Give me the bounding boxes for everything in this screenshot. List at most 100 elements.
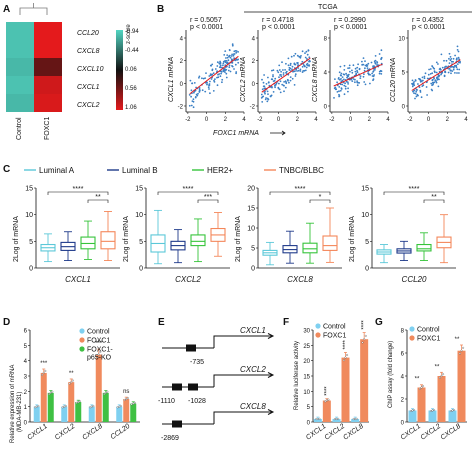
scatter-point (449, 59, 452, 62)
regression-line (411, 59, 461, 91)
replicate-dot (34, 406, 37, 409)
zscore-tick: -0.94 (125, 29, 139, 35)
replicate-dot (346, 354, 349, 356)
panel-f-ylabel: Relative luciferase activity (294, 341, 300, 410)
scatter-point (237, 51, 240, 53)
scatter-point (372, 79, 374, 82)
scatter-point (206, 82, 209, 84)
scatter-point (211, 63, 214, 66)
heatmap-gene-label: CXCL2 (77, 102, 100, 109)
scatter-point (229, 70, 232, 73)
box-iqr (302, 242, 318, 254)
scatter-point (208, 88, 210, 90)
replicate-dot (106, 390, 109, 393)
bar-category-label: CXCL8 (81, 423, 104, 442)
scatter-x-tick-label: 4 (464, 117, 468, 123)
scatter-point (433, 77, 435, 80)
scatter-point (198, 90, 201, 93)
scatter-point (272, 74, 274, 76)
scatter-point (414, 92, 417, 95)
xlabel-arrow-icon (270, 130, 286, 136)
correlation-r: r = 0.4352 (412, 17, 444, 24)
scatter-point (211, 73, 214, 76)
scatter-point (333, 97, 335, 99)
scatter-point (343, 93, 346, 96)
bar (130, 403, 137, 422)
scatter-point (219, 64, 222, 67)
scatter-y-tick-label: 4 (324, 71, 328, 77)
scatter-point (208, 84, 211, 87)
scatter-point (273, 79, 276, 82)
scatter-point (195, 86, 198, 89)
scatter-point (191, 100, 194, 102)
binding-site (172, 420, 182, 428)
boxplot-y-tick-label: 5 (251, 246, 255, 253)
scatter-x-tick-label: 2 (446, 117, 450, 123)
bar (95, 354, 102, 422)
scatter-point (340, 72, 343, 75)
scatter-point (374, 55, 377, 57)
scatter-point (456, 45, 459, 48)
panel-letter-b: B (157, 4, 164, 15)
scatter-point (220, 70, 223, 73)
correlation-p: p < 0.0001 (334, 24, 367, 31)
scatter-point (380, 56, 383, 59)
scatter-point (364, 60, 366, 62)
scatter-point (193, 82, 196, 84)
scatter-point (271, 69, 273, 72)
significance-bracket (197, 199, 219, 203)
scatter-point (452, 68, 455, 71)
replicate-dot (354, 417, 357, 420)
scatter-point (347, 75, 350, 77)
boxplot-y-tick-label: 10 (247, 226, 255, 233)
scatter-x-tick-label: 4 (314, 117, 318, 123)
scatter-point (222, 64, 224, 67)
scatter-point (235, 71, 238, 73)
significance-bracket (269, 191, 331, 195)
scatter-point (192, 98, 195, 101)
bar-y-tick-label: 8 (401, 329, 405, 335)
scatter-point (417, 83, 419, 85)
scatter-point (260, 97, 263, 99)
binding-site (188, 383, 198, 391)
significance-label: **** (324, 386, 330, 396)
bar-y-tick-label: 15 (303, 375, 310, 381)
scatter-point (298, 55, 301, 58)
significance-label: ** (415, 377, 420, 383)
scatter-x-tick-label: 2 (368, 117, 372, 123)
scatter-point (435, 80, 437, 83)
scatter-point (282, 74, 285, 76)
scatter-point (380, 49, 383, 52)
scatter-point (427, 73, 430, 76)
scatter-point (297, 69, 300, 72)
scatter-point (222, 62, 225, 65)
scatter-point (348, 64, 351, 67)
replicate-dot (422, 385, 425, 388)
scatter-point (225, 57, 227, 59)
scatter-point (354, 67, 357, 70)
replicate-dot (71, 379, 74, 382)
scatter-point (237, 61, 240, 64)
significance-bracket (423, 199, 445, 203)
replicate-dot (130, 403, 133, 406)
scatter-point (413, 92, 415, 94)
scatter-point (307, 49, 310, 52)
binding-site-position: -1028 (188, 398, 206, 405)
binding-site-position: -2869 (161, 435, 179, 442)
replicate-dot (68, 382, 71, 385)
replicate-dot (77, 401, 80, 404)
scatter-point (284, 69, 286, 71)
bar-y-tick-label: 4 (401, 375, 405, 381)
scatter-point (213, 81, 216, 83)
replicate-dot (325, 399, 328, 402)
scatter-point (347, 90, 349, 93)
scatter-point (289, 62, 292, 65)
scatter-point (374, 69, 376, 71)
scatter-point (363, 69, 366, 72)
scatter-x-tick-label: -2 (329, 117, 335, 123)
scatter-point (285, 62, 287, 65)
scatter-point (351, 69, 353, 72)
